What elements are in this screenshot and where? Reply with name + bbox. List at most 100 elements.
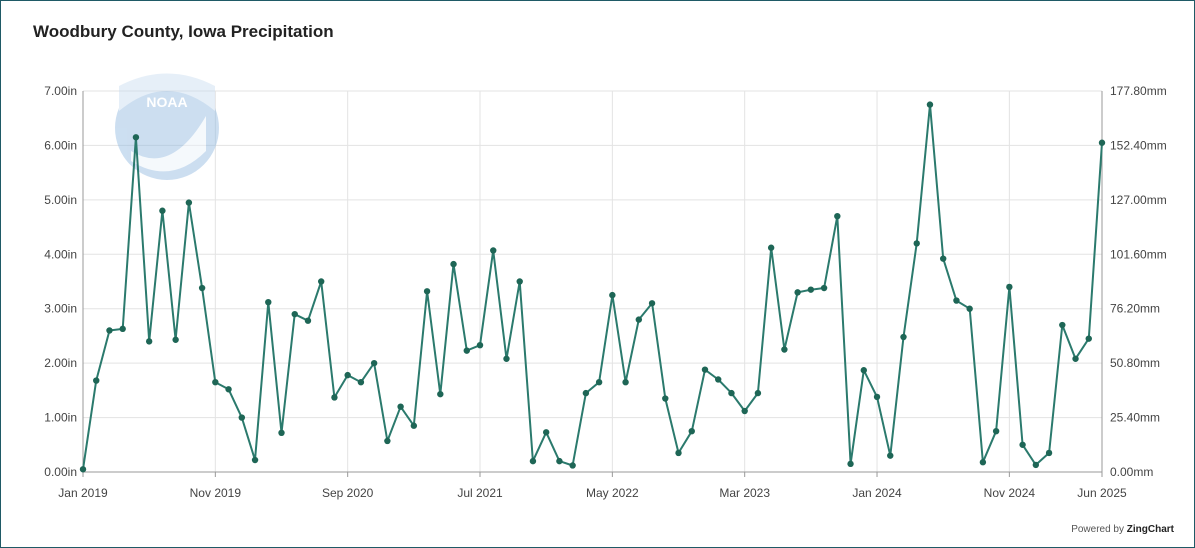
y-right-tick-label: 127.00mm xyxy=(1110,193,1167,207)
y-right-tick-label: 152.40mm xyxy=(1110,138,1167,152)
data-point xyxy=(1045,449,1053,457)
data-point xyxy=(834,212,841,220)
data-point xyxy=(966,305,973,312)
data-point xyxy=(847,460,854,468)
chart-title: Woodbury County, Iowa Precipitation xyxy=(33,22,334,41)
data-point xyxy=(476,341,484,349)
data-point xyxy=(79,466,87,473)
y-right-tick-label: 0.00mm xyxy=(1110,465,1153,479)
data-point xyxy=(754,389,762,397)
data-point xyxy=(767,244,775,251)
data-point xyxy=(635,316,643,323)
data-point xyxy=(437,390,444,398)
data-point xyxy=(384,437,391,445)
data-point xyxy=(357,378,365,386)
data-point xyxy=(701,366,709,373)
data-point xyxy=(119,325,126,333)
data-point xyxy=(595,378,603,386)
data-point xyxy=(556,457,563,465)
y-right-tick-label: 177.80mm xyxy=(1110,84,1167,98)
data-point xyxy=(1085,335,1092,342)
x-tick-label: Jan 2019 xyxy=(58,486,108,500)
data-point xyxy=(251,456,259,464)
data-point xyxy=(913,240,920,247)
data-point xyxy=(741,407,748,415)
data-point xyxy=(132,134,140,141)
data-point xyxy=(728,389,735,397)
data-point xyxy=(198,284,206,292)
data-point xyxy=(979,459,987,466)
data-point xyxy=(675,449,682,457)
grid-lines xyxy=(82,90,1103,473)
y-left-tick-label: 0.00in xyxy=(44,465,77,479)
data-point xyxy=(265,298,272,306)
data-point xyxy=(93,377,100,384)
data-point xyxy=(1059,321,1066,329)
y-left-tick-label: 1.00in xyxy=(44,411,77,425)
data-point xyxy=(225,386,232,393)
series-line xyxy=(82,103,1103,470)
data-point xyxy=(688,427,695,435)
data-point xyxy=(781,346,788,353)
x-tick-label: Mar 2023 xyxy=(719,486,770,500)
powered-by[interactable]: Powered by ZingChart xyxy=(1071,524,1174,535)
data-point xyxy=(516,278,523,285)
axes: 0.00in 0.00mm 1.00in 25.40mm 2.00in 50.80mm 3.… xyxy=(44,84,1166,500)
data-point xyxy=(450,260,457,268)
data-point xyxy=(304,317,312,324)
data-point xyxy=(212,378,219,386)
y-right-tick-label: 101.60mm xyxy=(1110,247,1167,261)
data-point xyxy=(953,297,960,304)
data-point xyxy=(900,333,907,341)
y-right-tick-label: 76.20mm xyxy=(1110,302,1160,316)
data-point xyxy=(344,371,351,379)
x-tick-label: Jan 2024 xyxy=(852,486,902,500)
x-tick-label: Nov 2024 xyxy=(984,486,1036,500)
y-left-tick-label: 4.00in xyxy=(44,247,77,261)
data-point xyxy=(159,207,166,214)
y-left-tick-label: 7.00in xyxy=(44,84,77,98)
x-tick-label: Nov 2019 xyxy=(190,486,242,500)
x-tick-label: Sep 2020 xyxy=(322,486,374,500)
data-point xyxy=(503,355,510,362)
data-point xyxy=(106,327,113,334)
data-point xyxy=(529,457,537,465)
data-point xyxy=(238,414,246,421)
data-point xyxy=(926,101,934,108)
data-point xyxy=(715,376,722,383)
powered-by-prefix: Powered by xyxy=(1071,524,1124,535)
data-point xyxy=(648,300,656,307)
data-point xyxy=(397,403,404,410)
data-point xyxy=(569,462,576,469)
data-point xyxy=(820,284,828,292)
data-point xyxy=(172,336,179,343)
data-point xyxy=(318,278,325,285)
x-tick-label: Jul 2021 xyxy=(457,486,503,500)
data-point xyxy=(463,347,470,354)
data-point xyxy=(1072,355,1079,362)
y-left-tick-label: 6.00in xyxy=(44,138,77,152)
data-point xyxy=(860,367,867,374)
data-point xyxy=(1006,283,1013,291)
data-point xyxy=(278,429,285,437)
data-point xyxy=(582,389,590,397)
data-point xyxy=(1098,139,1106,146)
data-point xyxy=(609,291,616,299)
x-tick-label: Jun 2025 xyxy=(1077,486,1127,500)
data-point xyxy=(622,378,629,386)
data-point xyxy=(185,199,193,206)
y-left-tick-label: 3.00in xyxy=(44,302,77,316)
data-point xyxy=(370,359,378,367)
series-precipitation xyxy=(79,101,1106,473)
x-tick-label: May 2022 xyxy=(586,486,639,500)
data-point xyxy=(490,247,497,254)
data-point xyxy=(992,427,1000,435)
data-point xyxy=(1019,441,1026,448)
data-point xyxy=(807,286,815,293)
data-point xyxy=(887,452,894,459)
data-point xyxy=(331,394,338,401)
data-point xyxy=(423,288,431,295)
y-left-tick-label: 2.00in xyxy=(44,356,77,370)
data-point xyxy=(145,338,153,345)
